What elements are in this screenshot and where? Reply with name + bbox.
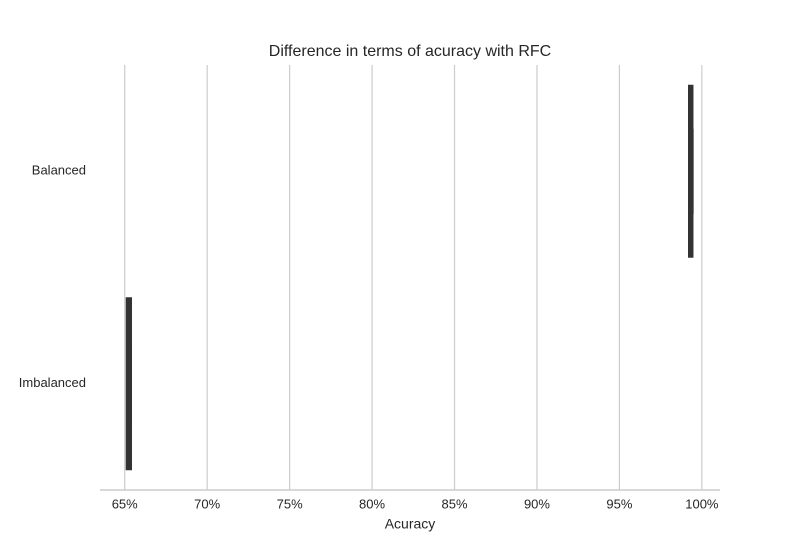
x-tick-label: 70% — [194, 496, 220, 511]
y-tick-label: Balanced — [32, 163, 86, 178]
x-tick-label: 65% — [112, 496, 138, 511]
x-axis-label: Acuracy — [385, 516, 436, 532]
x-tick-label: 100% — [685, 496, 719, 511]
x-tick-label: 90% — [524, 496, 550, 511]
x-tick-label: 75% — [277, 496, 303, 511]
y-tick-label: Imbalanced — [19, 375, 86, 390]
x-tick-label: 80% — [359, 496, 385, 511]
x-tick-label: 95% — [606, 496, 632, 511]
x-tick-label: 85% — [442, 496, 468, 511]
chart-title: Difference in terms of acuracy with RFC — [269, 43, 551, 60]
